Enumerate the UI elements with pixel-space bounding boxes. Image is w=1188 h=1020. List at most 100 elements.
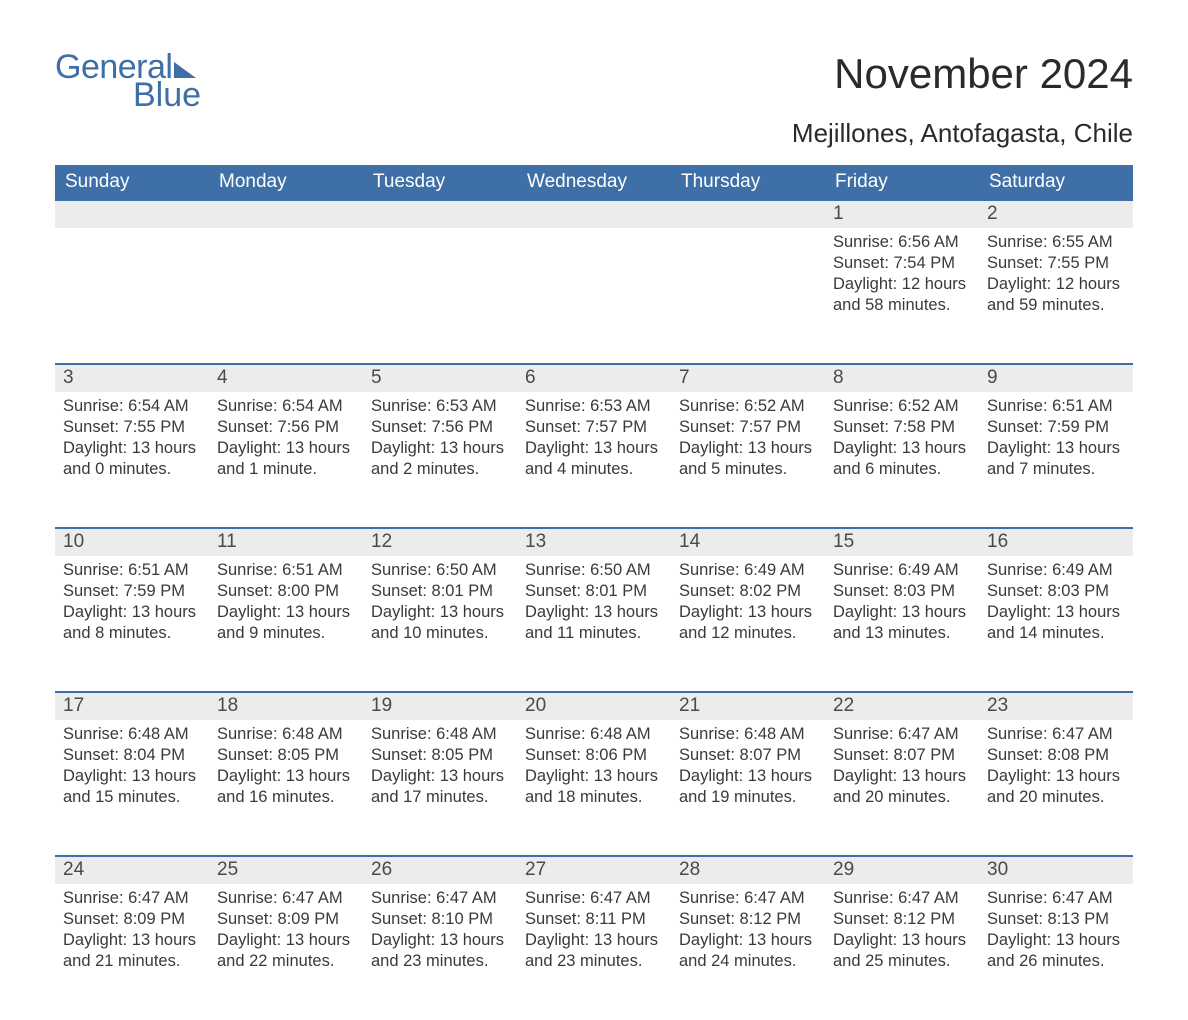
sunset-text: Sunset: 8:12 PM — [833, 909, 971, 930]
daylight-text: Daylight: 13 hours and 17 minutes. — [371, 766, 509, 808]
day-number-cell: 23 — [979, 692, 1133, 720]
day-content-row: Sunrise: 6:51 AMSunset: 7:59 PMDaylight:… — [55, 556, 1133, 692]
sunset-text: Sunset: 7:57 PM — [679, 417, 817, 438]
sunset-text: Sunset: 7:59 PM — [63, 581, 201, 602]
daylight-text: Daylight: 13 hours and 20 minutes. — [833, 766, 971, 808]
sunrise-text: Sunrise: 6:48 AM — [525, 724, 663, 745]
sunset-text: Sunset: 8:05 PM — [371, 745, 509, 766]
daylight-text: Daylight: 12 hours and 59 minutes. — [987, 274, 1125, 316]
day-content-cell: Sunrise: 6:47 AMSunset: 8:10 PMDaylight:… — [363, 884, 517, 1020]
daylight-text: Daylight: 13 hours and 0 minutes. — [63, 438, 201, 480]
sunrise-text: Sunrise: 6:56 AM — [833, 232, 971, 253]
daylight-text: Daylight: 13 hours and 15 minutes. — [63, 766, 201, 808]
day-number-cell — [55, 200, 209, 228]
daylight-text: Daylight: 13 hours and 9 minutes. — [217, 602, 355, 644]
sunrise-text: Sunrise: 6:54 AM — [217, 396, 355, 417]
weekday-header: Thursday — [671, 165, 825, 200]
day-content-cell — [55, 228, 209, 364]
sunset-text: Sunset: 8:03 PM — [987, 581, 1125, 602]
daynum-row: 24252627282930 — [55, 856, 1133, 884]
daylight-text: Daylight: 13 hours and 24 minutes. — [679, 930, 817, 972]
day-content-row: Sunrise: 6:48 AMSunset: 8:04 PMDaylight:… — [55, 720, 1133, 856]
day-number-cell: 17 — [55, 692, 209, 720]
sunrise-text: Sunrise: 6:55 AM — [987, 232, 1125, 253]
day-content-cell: Sunrise: 6:47 AMSunset: 8:12 PMDaylight:… — [671, 884, 825, 1020]
daylight-text: Daylight: 12 hours and 58 minutes. — [833, 274, 971, 316]
sunrise-text: Sunrise: 6:47 AM — [987, 888, 1125, 909]
sunset-text: Sunset: 7:59 PM — [987, 417, 1125, 438]
day-content-cell: Sunrise: 6:55 AMSunset: 7:55 PMDaylight:… — [979, 228, 1133, 364]
day-content-cell: Sunrise: 6:52 AMSunset: 7:58 PMDaylight:… — [825, 392, 979, 528]
sunset-text: Sunset: 7:56 PM — [371, 417, 509, 438]
sunrise-text: Sunrise: 6:53 AM — [371, 396, 509, 417]
day-number-cell: 2 — [979, 200, 1133, 228]
daylight-text: Daylight: 13 hours and 21 minutes. — [63, 930, 201, 972]
sunrise-text: Sunrise: 6:51 AM — [217, 560, 355, 581]
daylight-text: Daylight: 13 hours and 10 minutes. — [371, 602, 509, 644]
sunrise-text: Sunrise: 6:51 AM — [63, 560, 201, 581]
day-content-cell — [517, 228, 671, 364]
daylight-text: Daylight: 13 hours and 6 minutes. — [833, 438, 971, 480]
sunset-text: Sunset: 7:54 PM — [833, 253, 971, 274]
day-number-cell: 28 — [671, 856, 825, 884]
day-content-cell: Sunrise: 6:48 AMSunset: 8:06 PMDaylight:… — [517, 720, 671, 856]
day-content-cell: Sunrise: 6:48 AMSunset: 8:04 PMDaylight:… — [55, 720, 209, 856]
sunset-text: Sunset: 8:04 PM — [63, 745, 201, 766]
day-content-cell: Sunrise: 6:53 AMSunset: 7:56 PMDaylight:… — [363, 392, 517, 528]
logo: General Blue — [55, 50, 201, 112]
weekday-header: Saturday — [979, 165, 1133, 200]
sunset-text: Sunset: 7:56 PM — [217, 417, 355, 438]
sunrise-text: Sunrise: 6:54 AM — [63, 396, 201, 417]
day-number-cell — [671, 200, 825, 228]
sunset-text: Sunset: 8:11 PM — [525, 909, 663, 930]
day-content-row: Sunrise: 6:47 AMSunset: 8:09 PMDaylight:… — [55, 884, 1133, 1020]
weekday-header: Monday — [209, 165, 363, 200]
sunrise-text: Sunrise: 6:48 AM — [679, 724, 817, 745]
day-number-cell: 15 — [825, 528, 979, 556]
daylight-text: Daylight: 13 hours and 26 minutes. — [987, 930, 1125, 972]
day-number-cell: 3 — [55, 364, 209, 392]
day-content-cell: Sunrise: 6:47 AMSunset: 8:12 PMDaylight:… — [825, 884, 979, 1020]
sunset-text: Sunset: 8:06 PM — [525, 745, 663, 766]
daylight-text: Daylight: 13 hours and 5 minutes. — [679, 438, 817, 480]
sunrise-text: Sunrise: 6:47 AM — [679, 888, 817, 909]
sunset-text: Sunset: 8:03 PM — [833, 581, 971, 602]
weekday-header-row: Sunday Monday Tuesday Wednesday Thursday… — [55, 165, 1133, 200]
sunrise-text: Sunrise: 6:49 AM — [833, 560, 971, 581]
weekday-header: Friday — [825, 165, 979, 200]
sunset-text: Sunset: 8:01 PM — [525, 581, 663, 602]
sunrise-text: Sunrise: 6:52 AM — [833, 396, 971, 417]
sunrise-text: Sunrise: 6:47 AM — [833, 888, 971, 909]
day-number-cell: 16 — [979, 528, 1133, 556]
day-number-cell: 11 — [209, 528, 363, 556]
sunset-text: Sunset: 8:08 PM — [987, 745, 1125, 766]
sunset-text: Sunset: 8:12 PM — [679, 909, 817, 930]
day-number-cell — [209, 200, 363, 228]
daylight-text: Daylight: 13 hours and 1 minute. — [217, 438, 355, 480]
day-number-cell: 6 — [517, 364, 671, 392]
sunrise-text: Sunrise: 6:53 AM — [525, 396, 663, 417]
day-content-cell: Sunrise: 6:49 AMSunset: 8:03 PMDaylight:… — [979, 556, 1133, 692]
day-content-cell: Sunrise: 6:48 AMSunset: 8:05 PMDaylight:… — [209, 720, 363, 856]
sunrise-text: Sunrise: 6:49 AM — [679, 560, 817, 581]
day-content-cell: Sunrise: 6:48 AMSunset: 8:07 PMDaylight:… — [671, 720, 825, 856]
location-subtitle: Mejillones, Antofagasta, Chile — [792, 118, 1133, 149]
daynum-row: 10111213141516 — [55, 528, 1133, 556]
day-number-cell: 4 — [209, 364, 363, 392]
day-content-cell — [671, 228, 825, 364]
day-number-cell: 20 — [517, 692, 671, 720]
calendar-table: Sunday Monday Tuesday Wednesday Thursday… — [55, 165, 1133, 1020]
sunrise-text: Sunrise: 6:47 AM — [371, 888, 509, 909]
day-number-cell: 14 — [671, 528, 825, 556]
sunrise-text: Sunrise: 6:49 AM — [987, 560, 1125, 581]
sunrise-text: Sunrise: 6:50 AM — [525, 560, 663, 581]
day-content-cell: Sunrise: 6:47 AMSunset: 8:09 PMDaylight:… — [55, 884, 209, 1020]
day-number-cell: 13 — [517, 528, 671, 556]
sunset-text: Sunset: 7:55 PM — [63, 417, 201, 438]
daylight-text: Daylight: 13 hours and 4 minutes. — [525, 438, 663, 480]
day-content-cell: Sunrise: 6:50 AMSunset: 8:01 PMDaylight:… — [363, 556, 517, 692]
daylight-text: Daylight: 13 hours and 20 minutes. — [987, 766, 1125, 808]
daylight-text: Daylight: 13 hours and 2 minutes. — [371, 438, 509, 480]
day-content-cell: Sunrise: 6:49 AMSunset: 8:02 PMDaylight:… — [671, 556, 825, 692]
sunset-text: Sunset: 8:05 PM — [217, 745, 355, 766]
